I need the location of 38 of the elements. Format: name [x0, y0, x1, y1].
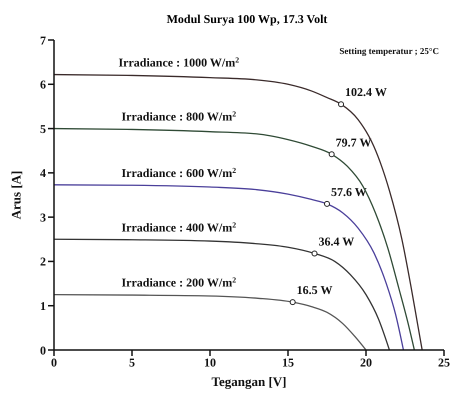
chart-title: Modul Surya 100 Wp, 17.3 Volt — [166, 11, 328, 28]
x-tick-label: 0 — [51, 356, 57, 370]
line-series — [54, 294, 367, 350]
series-label: Irradiance : 200 W/m$^{2}$ — [121, 275, 236, 290]
point — [328, 151, 335, 158]
y-tick-label: 7 — [40, 33, 46, 48]
y-tick-label: 2 — [40, 254, 46, 269]
point — [312, 250, 318, 256]
y-tick-label: 6 — [40, 78, 46, 92]
annotation: 36.4 W — [318, 234, 354, 248]
x-tick-label: 15 — [282, 356, 294, 370]
line-series — [54, 74, 423, 350]
x-tick-label: 10 — [204, 356, 216, 370]
series-label: Irradiance : 800 W/m$^{2}$ — [121, 109, 236, 124]
y-tick-label: 0 — [40, 343, 46, 358]
point — [324, 200, 330, 207]
annotation: 16.5 W — [296, 283, 332, 298]
y-axis-title: Arus [A] — [8, 170, 24, 220]
annotation: 57.6 W — [331, 184, 367, 199]
series-label: Irradiance : 400 W/m$^{2}$ — [121, 220, 236, 234]
line-series — [54, 184, 404, 350]
point — [338, 101, 344, 108]
annotation: Setting temperatur ; 25°C — [339, 46, 439, 56]
y-tick-label: 5 — [40, 122, 46, 136]
y-tick-label: 3 — [40, 210, 46, 224]
line-series — [54, 128, 416, 350]
annotation: 102.4 W — [345, 85, 387, 100]
y-tick-label: 4 — [40, 166, 46, 180]
x-axis-title: Tegangan [V] — [211, 374, 287, 389]
y-tick-label: 1 — [40, 298, 46, 313]
x-tick-label: 5 — [129, 356, 135, 370]
x-tick-label: 20 — [360, 356, 372, 370]
series-label: Irradiance : 600 W/m$^{2}$ — [121, 165, 236, 180]
x-tick-label: 25 — [438, 356, 450, 370]
line-series — [54, 238, 390, 350]
annotation: 79.7 W — [336, 135, 372, 150]
point — [290, 299, 296, 306]
series-label: Irradiance : 1000 W/m$^{2}$ — [118, 55, 240, 70]
